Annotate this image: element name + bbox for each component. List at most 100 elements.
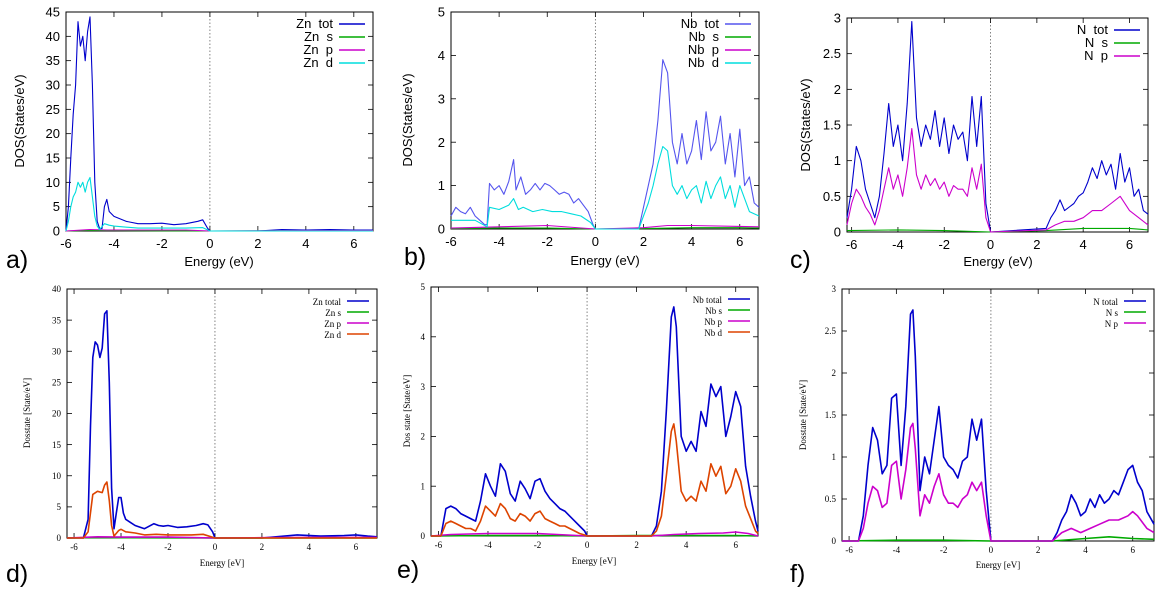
legend-label-3: Zn p xyxy=(303,42,333,57)
y-tick-label: 2 xyxy=(438,135,445,150)
series-line-1 xyxy=(842,309,1155,542)
y-tick-label: 25 xyxy=(52,378,62,388)
series-line-4 xyxy=(431,423,759,537)
y-tick-label: 2.5 xyxy=(823,46,841,61)
x-tick-label: 2 xyxy=(634,540,639,550)
y-tick-label: 20 xyxy=(52,409,62,419)
y-tick-label: 3 xyxy=(421,382,426,392)
x-axis-label: Energy [eV] xyxy=(976,560,1021,570)
legend-label-1: Zn tot xyxy=(296,16,333,31)
y-tick-label: 40 xyxy=(52,284,62,294)
legend-label-2: Nb s xyxy=(689,29,720,44)
y-axis-label: Dosstate [State/eV] xyxy=(798,380,808,450)
x-tick-label: 2 xyxy=(640,234,647,249)
y-axis-label: Dosstate [State/eV] xyxy=(22,378,32,448)
panel-label: b) xyxy=(404,243,426,271)
x-tick-label: 6 xyxy=(354,542,359,552)
y-tick-label: 35 xyxy=(52,315,62,325)
x-tick-label: -6 xyxy=(70,542,78,552)
y-tick-label: 20 xyxy=(46,126,60,141)
x-tick-label: -6 xyxy=(435,540,443,550)
x-tick-label: -4 xyxy=(893,545,901,555)
x-tick-label: 4 xyxy=(688,234,695,249)
y-tick-label: 0 xyxy=(57,533,62,543)
x-tick-label: -6 xyxy=(60,236,72,251)
legend-label-3: Nb p xyxy=(688,42,719,57)
legend-label-2: Nb s xyxy=(705,306,722,316)
legend-label-4: Nb d xyxy=(688,55,719,70)
x-tick-label: -4 xyxy=(117,542,125,552)
series-line-3 xyxy=(846,128,1149,233)
legend-label-3: N p xyxy=(1105,319,1119,329)
x-axis-label: Energy (eV) xyxy=(963,254,1032,269)
x-tick-label: 0 xyxy=(989,545,994,555)
x-tick-label: 2 xyxy=(260,542,265,552)
x-tick-label: 0 xyxy=(213,542,218,552)
y-tick-label: 30 xyxy=(52,346,62,356)
series-line-4 xyxy=(451,145,760,230)
x-tick-label: 0 xyxy=(585,540,590,550)
x-tick-label: -6 xyxy=(846,237,858,252)
x-tick-label: 0 xyxy=(987,237,994,252)
panel-label: a) xyxy=(6,246,28,274)
legend-label-3: Nb p xyxy=(704,317,722,327)
x-tick-label: 4 xyxy=(684,540,689,550)
y-tick-label: 2 xyxy=(834,82,841,97)
series-line-3 xyxy=(842,422,1155,542)
y-tick-label: 25 xyxy=(46,102,60,117)
y-tick-label: 15 xyxy=(46,151,60,166)
y-tick-label: 0 xyxy=(834,225,841,240)
legend-label-4: Zn d xyxy=(303,55,333,70)
panel-label: c) xyxy=(790,246,811,274)
series-line-4 xyxy=(65,176,373,232)
x-tick-label: -4 xyxy=(493,234,505,249)
x-tick-label: 6 xyxy=(1126,237,1133,252)
series-line-4 xyxy=(67,481,377,539)
x-tick-label: -2 xyxy=(164,542,172,552)
y-tick-label: 1 xyxy=(834,153,841,168)
legend-label-1: Zn total xyxy=(313,297,342,307)
x-tick-label: -6 xyxy=(845,545,853,555)
x-tick-label: 6 xyxy=(350,236,357,251)
y-tick-label: 35 xyxy=(46,53,60,68)
x-tick-label: 0 xyxy=(592,234,599,249)
y-tick-label: 5 xyxy=(53,199,60,214)
panel-label: f) xyxy=(790,560,805,588)
series-line-1 xyxy=(67,309,378,539)
x-tick-label: -4 xyxy=(108,236,120,251)
series-line-3 xyxy=(450,224,760,230)
y-tick-label: 1 xyxy=(832,452,837,462)
y-tick-label: 2 xyxy=(421,432,426,442)
y-tick-label: 30 xyxy=(46,78,60,93)
x-tick-label: 4 xyxy=(307,542,312,552)
y-tick-label: 4 xyxy=(421,332,426,342)
legend-label-2: Zn s xyxy=(304,29,333,44)
legend-label-1: Nb total xyxy=(693,295,723,305)
y-axis-label: DOS(States/eV) xyxy=(400,73,415,166)
legend-label-3: N p xyxy=(1084,48,1108,63)
x-tick-label: -2 xyxy=(156,236,168,251)
series-line-1 xyxy=(450,59,760,230)
series-line-1 xyxy=(846,21,1149,233)
x-axis-label: Energy (eV) xyxy=(570,253,639,268)
y-tick-label: 5 xyxy=(421,282,426,292)
y-tick-label: 40 xyxy=(46,29,60,44)
legend-label-2: Zn s xyxy=(325,308,341,318)
legend-label-1: N tot xyxy=(1077,22,1108,37)
y-axis-label: DOS(States/eV) xyxy=(798,78,813,171)
y-tick-label: 0 xyxy=(438,222,445,237)
x-tick-label: -6 xyxy=(445,234,457,249)
x-tick-label: 2 xyxy=(1036,545,1041,555)
x-tick-label: 2 xyxy=(254,236,261,251)
x-tick-label: -2 xyxy=(534,540,542,550)
y-tick-label: 4 xyxy=(438,48,445,63)
legend-label-2: N s xyxy=(1085,35,1109,50)
y-tick-label: 3 xyxy=(834,11,841,26)
panel-label: e) xyxy=(397,556,419,584)
x-tick-label: 4 xyxy=(1083,545,1088,555)
y-tick-label: 5 xyxy=(438,5,445,20)
